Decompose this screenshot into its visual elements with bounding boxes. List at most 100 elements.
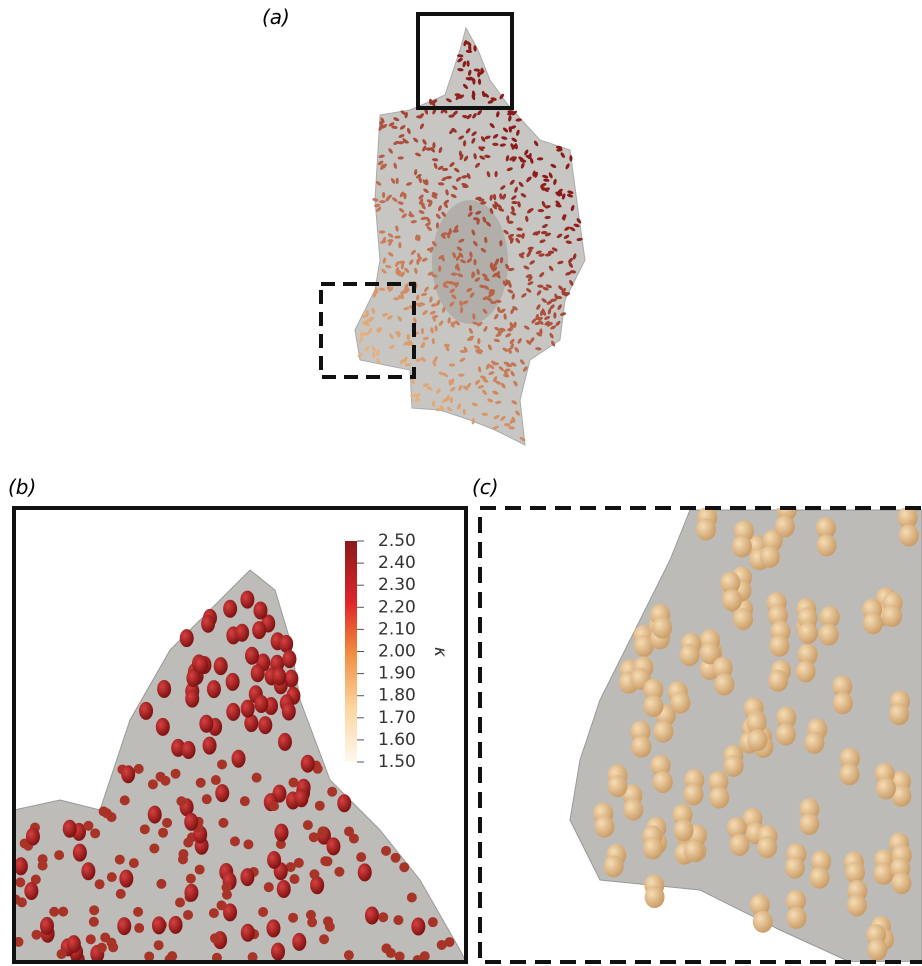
particle bbox=[100, 933, 110, 943]
particle bbox=[310, 876, 324, 894]
particle bbox=[407, 893, 417, 903]
particle bbox=[120, 795, 130, 805]
particle bbox=[271, 943, 285, 961]
particle bbox=[899, 524, 919, 546]
particle bbox=[26, 828, 40, 846]
particle bbox=[230, 836, 240, 846]
particle bbox=[363, 332, 369, 335]
particle bbox=[251, 664, 265, 682]
particle bbox=[264, 882, 274, 892]
particle bbox=[445, 937, 455, 947]
particle bbox=[289, 874, 299, 884]
particle bbox=[709, 787, 729, 809]
particle bbox=[222, 882, 232, 892]
particle bbox=[160, 776, 170, 786]
particle bbox=[319, 934, 329, 944]
colorbar-tick-label: 1.90 bbox=[378, 664, 416, 684]
particle bbox=[134, 923, 144, 933]
particle bbox=[31, 930, 41, 940]
particle bbox=[301, 755, 315, 773]
colorbar-tick-label: 2.40 bbox=[378, 553, 416, 573]
particle bbox=[819, 624, 839, 646]
particle bbox=[156, 718, 170, 736]
particle bbox=[107, 872, 117, 882]
particle bbox=[309, 869, 319, 879]
particle bbox=[169, 916, 183, 934]
particle bbox=[775, 516, 795, 538]
particle bbox=[714, 673, 734, 695]
particle bbox=[358, 863, 372, 881]
particle bbox=[97, 943, 107, 953]
particle bbox=[506, 215, 509, 221]
particle bbox=[223, 600, 237, 618]
particle bbox=[226, 673, 240, 691]
particle bbox=[653, 721, 673, 743]
particle bbox=[73, 844, 87, 862]
particle bbox=[184, 813, 198, 831]
particle bbox=[278, 733, 292, 751]
particle bbox=[874, 863, 894, 885]
particle bbox=[680, 644, 700, 666]
colorbar-tick-label: 1.80 bbox=[378, 686, 416, 706]
particle bbox=[181, 741, 195, 759]
particle bbox=[318, 826, 328, 836]
particle bbox=[241, 924, 255, 942]
particle bbox=[202, 794, 212, 804]
particle bbox=[733, 608, 753, 630]
particle bbox=[381, 943, 391, 953]
particle bbox=[684, 840, 704, 862]
particle bbox=[769, 635, 789, 657]
particle bbox=[833, 692, 853, 714]
particle bbox=[183, 838, 193, 848]
particle bbox=[275, 824, 289, 842]
particle bbox=[201, 615, 215, 633]
particle bbox=[309, 832, 319, 842]
particle bbox=[211, 775, 221, 785]
particle bbox=[58, 907, 68, 917]
particle bbox=[218, 818, 228, 828]
particle bbox=[282, 703, 296, 721]
particle bbox=[269, 801, 279, 811]
particle bbox=[810, 867, 830, 889]
particle bbox=[891, 872, 911, 894]
particle bbox=[245, 647, 259, 665]
panel-label: (c) bbox=[472, 475, 499, 499]
particle bbox=[210, 933, 220, 943]
particle bbox=[240, 796, 250, 806]
particle bbox=[40, 917, 54, 935]
particle bbox=[186, 874, 196, 884]
particle bbox=[748, 729, 768, 751]
particle bbox=[428, 917, 438, 927]
particle bbox=[288, 913, 298, 923]
particle bbox=[184, 884, 198, 902]
particle bbox=[303, 820, 313, 830]
particle bbox=[391, 853, 401, 863]
particle bbox=[344, 950, 354, 960]
colorbar-tick-label: 2.00 bbox=[378, 642, 416, 662]
particle bbox=[282, 650, 296, 668]
particle bbox=[63, 820, 77, 838]
particle bbox=[292, 933, 306, 951]
particle bbox=[867, 939, 887, 961]
particle bbox=[334, 867, 344, 877]
particle bbox=[258, 907, 268, 917]
particle bbox=[167, 951, 177, 961]
particle bbox=[49, 907, 59, 917]
particle bbox=[183, 910, 193, 920]
particle bbox=[327, 787, 337, 797]
particle bbox=[643, 695, 663, 717]
particle bbox=[215, 784, 229, 802]
particle bbox=[277, 880, 291, 898]
particle bbox=[240, 868, 254, 886]
particle bbox=[724, 755, 744, 777]
particle bbox=[623, 799, 643, 821]
particle bbox=[730, 834, 750, 856]
particle bbox=[162, 818, 172, 828]
particle bbox=[54, 850, 64, 860]
particle bbox=[393, 915, 403, 925]
particle bbox=[254, 695, 268, 713]
particle bbox=[604, 855, 624, 877]
particle bbox=[15, 877, 25, 887]
colorbar-tick-label: 2.20 bbox=[378, 597, 416, 617]
particle bbox=[154, 940, 164, 950]
